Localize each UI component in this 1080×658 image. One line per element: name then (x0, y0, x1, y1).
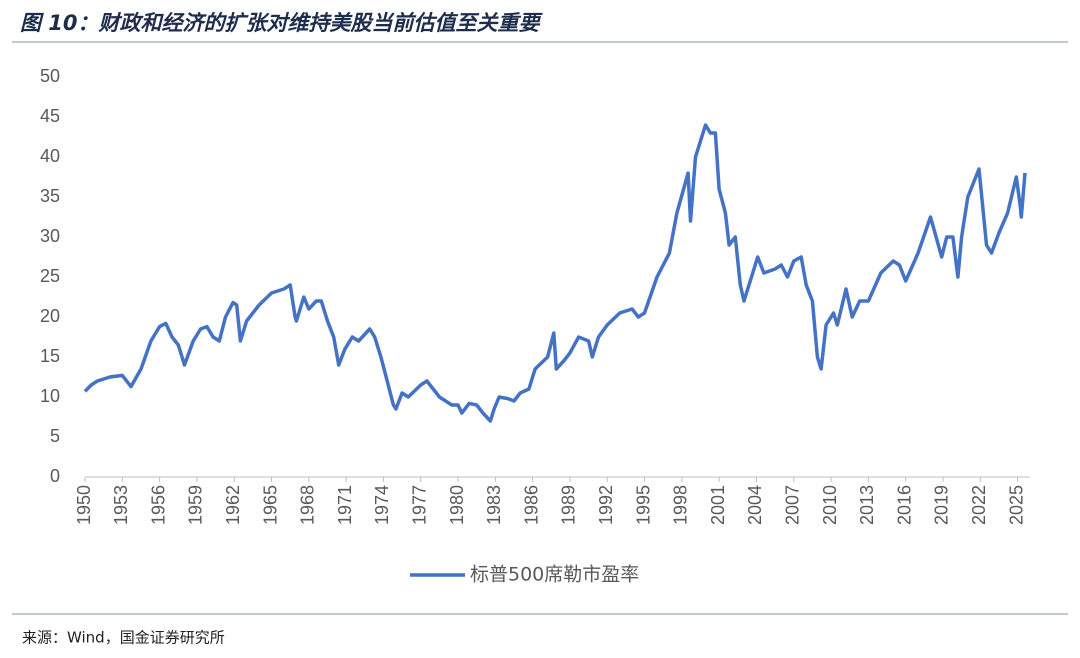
x-tick-label: 1998 (671, 485, 691, 525)
x-tick-label: 2025 (1006, 485, 1026, 525)
y-tick-label: 15 (40, 346, 60, 366)
chart-title: 图 10：财政和经济的扩张对维持美股当前估值至关重要 (20, 11, 544, 35)
y-tick-label: 50 (40, 66, 60, 86)
y-tick-label: 0 (50, 466, 60, 486)
x-tick-label: 2019 (932, 485, 952, 525)
y-tick-label: 25 (40, 266, 60, 286)
x-tick-label: 1977 (409, 485, 429, 525)
x-tick-label: 2022 (969, 485, 989, 525)
x-tick-label: 1956 (148, 485, 168, 525)
y-tick-label: 35 (40, 186, 60, 206)
x-tick-label: 2016 (894, 485, 914, 525)
x-tick-label: 1986 (521, 485, 541, 525)
y-tick-label: 20 (40, 306, 60, 326)
x-tick-label: 1968 (298, 485, 318, 525)
y-tick-label: 5 (50, 426, 60, 446)
x-tick-label: 1983 (484, 485, 504, 525)
y-tick-label: 30 (40, 226, 60, 246)
x-tick-label: 1995 (633, 485, 653, 525)
x-tick-label: 1974 (372, 485, 392, 525)
x-tick-label: 1980 (447, 485, 467, 525)
x-tick-label: 1962 (223, 485, 243, 525)
y-tick-label: 45 (40, 106, 60, 126)
x-tick-label: 1950 (74, 485, 94, 525)
x-tick-label: 1959 (186, 485, 206, 525)
source: 来源：Wind，国金证券研究所 (22, 629, 225, 647)
x-tick-label: 2007 (783, 485, 803, 525)
x-tick-label: 1989 (559, 485, 579, 525)
y-tick-label: 10 (40, 386, 60, 406)
x-tick-label: 2010 (820, 485, 840, 525)
legend-label: 标普500席勒市盈率 (470, 564, 639, 586)
x-tick-label: 1992 (596, 485, 616, 525)
x-tick-label: 1971 (335, 485, 355, 525)
x-tick-label: 2004 (745, 485, 765, 525)
y-tick-label: 40 (40, 146, 60, 166)
x-tick-label: 2001 (708, 485, 728, 525)
x-tick-label: 1965 (260, 485, 280, 525)
x-tick-label: 2013 (857, 485, 877, 525)
x-tick-label: 1953 (111, 485, 131, 525)
data-line (83, 123, 1027, 423)
